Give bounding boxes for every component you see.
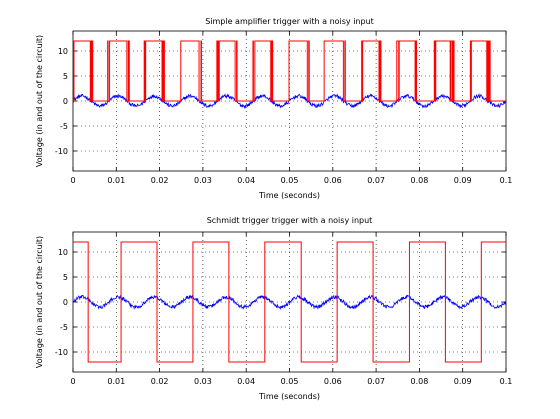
y-tick-label: -5	[60, 323, 68, 332]
x-tick-label: 0.1	[500, 377, 513, 386]
output-signal-line	[73, 40, 506, 102]
y-axis-label: Voltage (in and out of the circuit)	[35, 236, 44, 368]
x-tick-label: 0.07	[367, 377, 385, 386]
axis-ticks: 0 0.01 0.02 0.03 0.04 0.05 0.06 0.07 0.08 0.09 0.1…	[55, 31, 512, 185]
x-tick-label: 0.1	[500, 176, 513, 185]
x-tick-label: 0.09	[454, 377, 472, 386]
x-tick-label: 0.03	[194, 377, 212, 386]
series-group	[72, 241, 507, 363]
y-tick-label: -10	[55, 348, 68, 357]
x-tick-label: 0	[70, 176, 75, 185]
x-tick-label: 0.05	[281, 377, 299, 386]
x-tick-label: 0.06	[324, 176, 342, 185]
x-tick-label: 0.04	[237, 176, 255, 185]
y-tick-label: 10	[58, 47, 68, 56]
schmidt-trigger-chart: Schmidt trigger trigger with a noisy inp…	[35, 216, 512, 401]
y-tick-label: 5	[63, 273, 68, 282]
axis-ticks: 0 0.01 0.02 0.03 0.04 0.05 0.06 0.07 0.08 0.09 0.1…	[55, 232, 512, 386]
x-tick-label: 0.06	[324, 377, 342, 386]
x-tick-label: 0.08	[410, 377, 428, 386]
x-tick-label: 0	[70, 377, 75, 386]
y-tick-label: 0	[63, 97, 68, 106]
x-axis-label: Time (seconds)	[258, 392, 320, 401]
x-tick-label: 0.09	[454, 176, 472, 185]
input-signal-line	[72, 294, 507, 311]
series-group	[72, 40, 507, 110]
x-tick-label: 0.02	[151, 176, 169, 185]
y-tick-label: 10	[58, 248, 68, 257]
x-tick-label: 0.01	[107, 176, 125, 185]
x-tick-label: 0.03	[194, 176, 212, 185]
y-tick-label: 0	[63, 298, 68, 307]
y-tick-label: 5	[63, 72, 68, 81]
x-axis-label: Time (seconds)	[258, 191, 320, 200]
simple-amplifier-chart: Simple amplifier trigger with a noisy in…	[35, 17, 512, 200]
x-tick-label: 0.05	[281, 176, 299, 185]
x-tick-label: 0.04	[237, 377, 255, 386]
output-signal-line	[73, 241, 506, 363]
y-tick-label: -5	[60, 122, 68, 131]
chart-title: Simple amplifier trigger with a noisy in…	[205, 17, 374, 26]
y-axis-label: Voltage (in and out of the circuit)	[35, 35, 44, 167]
x-tick-label: 0.02	[151, 377, 169, 386]
y-tick-label: -10	[55, 147, 68, 156]
x-tick-label: 0.01	[107, 377, 125, 386]
x-tick-label: 0.07	[367, 176, 385, 185]
chart-title: Schmidt trigger trigger with a noisy inp…	[207, 216, 373, 225]
x-tick-label: 0.08	[410, 176, 428, 185]
